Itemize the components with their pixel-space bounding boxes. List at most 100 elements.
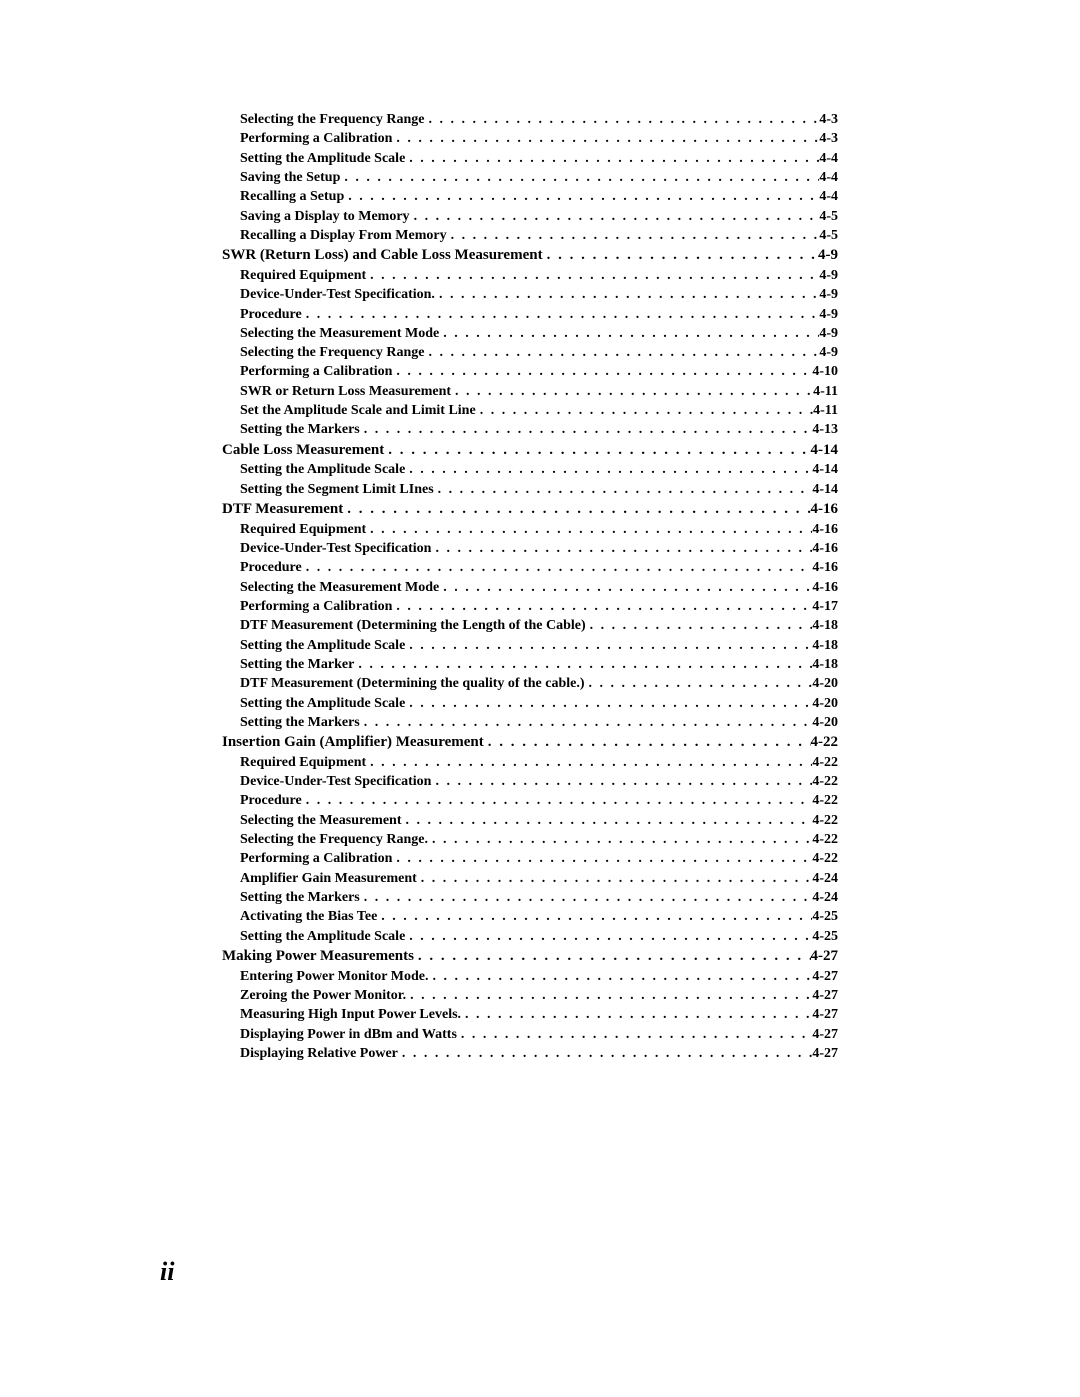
toc-entry-page: 4-9 [819,324,838,343]
toc-entry: Selecting the Frequency Range. 4-22 [240,830,838,849]
toc-entry-title: Setting the Amplitude Scale [240,149,405,168]
toc-leader [417,869,813,888]
toc-entry-title: Performing a Calibration [240,849,392,868]
toc-leader [435,285,819,304]
toc-entry-page: 4-11 [813,401,838,420]
toc-entry-page: 4-4 [819,187,838,206]
toc-entry: Insertion Gain (Amplifier) Measurement4-… [222,732,838,753]
toc-leader [405,927,812,946]
toc-entry-title: Setting the Segment Limit LInes [240,480,434,499]
toc-entry: Zeroing the Power Monitor.4-27 [240,986,838,1005]
toc-entry-page: 4-22 [812,753,838,772]
toc-leader [344,187,819,206]
toc-entry-page: 4-22 [812,791,838,810]
toc-leader [476,401,813,420]
toc-entry-title: Making Power Measurements [222,946,414,967]
toc-entry-title: Saving the Setup [240,168,340,187]
toc-leader [410,207,820,226]
toc-entry-title: Setting the Marker [240,655,354,674]
toc-entry: Recalling a Setup4-4 [240,187,838,206]
toc-leader [360,420,813,439]
toc-leader [302,558,813,577]
toc-entry: Device-Under-Test Specification4-16 [240,539,838,558]
toc-leader [366,266,819,285]
toc-leader [405,636,812,655]
toc-entry-title: Selecting the Frequency Range [240,110,424,129]
toc-leader [434,480,813,499]
toc-entry-title: Setting the Amplitude Scale [240,694,405,713]
toc-entry: Device-Under-Test Specification.4-9 [240,285,838,304]
toc-entry: Recalling a Display From Memory4-5 [240,226,838,245]
toc-leader [424,343,819,362]
toc-entry: Required Equipment4-16 [240,520,838,539]
toc-entry-title: Entering Power Monitor Mode. [240,967,428,986]
toc-leader [302,305,820,324]
toc-leader [360,888,813,907]
toc-leader [398,1044,812,1063]
toc-entry-title: Setting the Amplitude Scale [240,460,405,479]
toc-entry: Procedure4-9 [240,305,838,324]
page-number-footer: ii [160,1257,174,1287]
toc-leader [392,849,812,868]
toc-entry-page: 4-20 [812,713,838,732]
toc-entry-page: 4-16 [812,578,838,597]
toc-leader [439,578,812,597]
toc-leader [405,149,819,168]
toc-entry-title: Setting the Markers [240,713,360,732]
toc-entry: Selecting the Frequency Range 4-9 [240,343,838,362]
toc-entry-page: 4-22 [812,772,838,791]
toc-entry-page: 4-27 [812,1025,838,1044]
toc-entry-title: Procedure [240,558,302,577]
toc-entry-title: Activating the Bias Tee [240,907,377,926]
toc-entry-title: Setting the Markers [240,420,360,439]
toc-entry-page: 4-9 [819,285,838,304]
toc-entry: Setting the Marker4-18 [240,655,838,674]
toc-entry-page: 4-27 [811,946,839,967]
toc-entry-page: 4-25 [812,907,838,926]
toc-entry-title: Performing a Calibration [240,597,392,616]
toc-entry: Setting the Amplitude Scale4-20 [240,694,838,713]
toc-leader [366,753,812,772]
toc-entry-page: 4-16 [812,539,838,558]
toc-entry-title: Device-Under-Test Specification [240,772,431,791]
toc-leader [377,907,812,926]
toc-entry-page: 4-14 [811,440,839,461]
toc-entry-title: DTF Measurement (Determining the Length … [240,616,586,635]
toc-entry-title: Cable Loss Measurement [222,440,384,461]
toc-leader [414,946,811,967]
toc-entry-page: 4-9 [819,343,838,362]
toc-entry: Performing a Calibration4-10 [240,362,838,381]
toc-entry-page: 4-3 [819,110,838,129]
toc-entry-title: Selecting the Frequency Range. [240,830,428,849]
toc-entry-page: 4-16 [812,558,838,577]
toc-leader [401,811,812,830]
page-container: Selecting the Frequency Range4-3Performi… [0,0,1080,1397]
toc-entry: Performing a Calibration4-17 [240,597,838,616]
toc-entry-title: Setting the Markers [240,888,360,907]
toc-leader [484,732,811,753]
toc-entry: SWR or Return Loss Measurement4-11 [240,382,838,401]
toc-entry-page: 4-10 [812,362,838,381]
toc-entry-title: DTF Measurement [222,499,343,520]
toc-entry-page: 4-24 [812,869,838,888]
toc-entry-page: 4-18 [812,616,838,635]
toc-entry-page: 4-5 [819,207,838,226]
toc-entry: Activating the Bias Tee 4-25 [240,907,838,926]
toc-entry-title: Saving a Display to Memory [240,207,410,226]
toc-entry-page: 4-3 [819,129,838,148]
toc-entry-title: Selecting the Frequency Range [240,343,424,362]
toc-entry-page: 4-9 [819,305,838,324]
toc-entry-page: 4-27 [812,1005,838,1024]
toc-entry-title: Insertion Gain (Amplifier) Measurement [222,732,484,753]
toc-entry-title: Setting the Amplitude Scale [240,927,405,946]
toc-leader [406,986,812,1005]
toc-entry-page: 4-22 [812,830,838,849]
toc-entry-title: Selecting the Measurement Mode [240,324,439,343]
toc-leader [428,967,812,986]
toc-entry-page: 4-24 [812,888,838,907]
toc-leader [384,440,810,461]
toc-entry-page: 4-9 [819,266,838,285]
toc-entry: Setting the Amplitude Scale4-4 [240,149,838,168]
toc-leader [392,597,812,616]
toc-entry: Performing a Calibration4-3 [240,129,838,148]
